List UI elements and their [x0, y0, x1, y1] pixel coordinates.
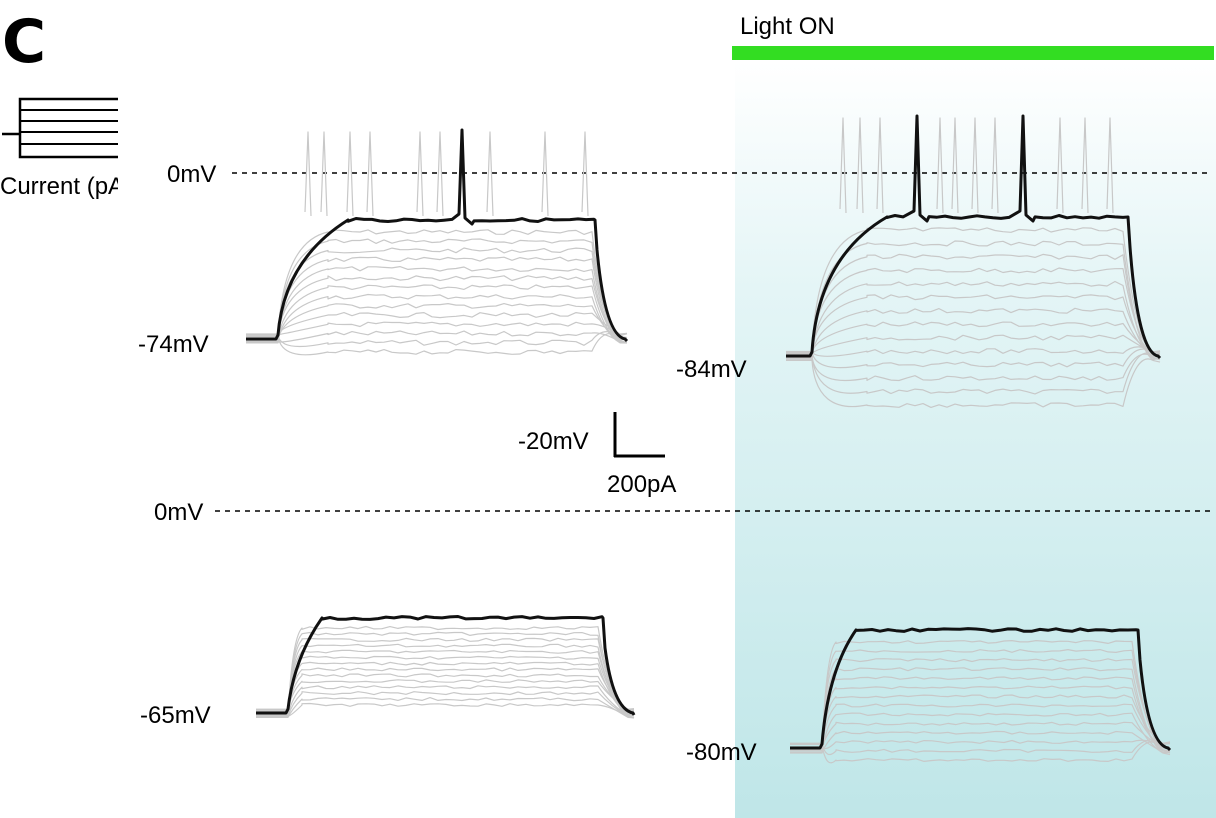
rest-label-top-right: -84mV — [676, 356, 747, 383]
background-trace — [786, 307, 1160, 357]
background-trace — [790, 721, 1171, 749]
background-trace — [786, 227, 1161, 355]
highlighted-trace — [786, 114, 1162, 360]
background-trace — [790, 739, 1171, 750]
background-trace — [790, 649, 1171, 749]
background-trace — [246, 303, 628, 341]
background-trace — [246, 331, 628, 348]
background-spike — [416, 131, 424, 217]
scale-bar: -20mV 200pA — [518, 412, 676, 498]
current-legend-label: Current (pA) — [0, 173, 132, 200]
background-spike — [366, 131, 374, 217]
background-trace — [246, 238, 628, 341]
background-trace — [790, 658, 1171, 745]
background-spike — [1056, 117, 1064, 214]
background-trace — [246, 312, 628, 335]
background-trace — [790, 667, 1171, 754]
background-trace — [786, 353, 1161, 382]
light-on-bar — [732, 46, 1214, 60]
background-trace — [790, 640, 1171, 752]
background-trace — [790, 676, 1171, 752]
background-trace — [246, 293, 628, 344]
background-trace — [790, 740, 1171, 764]
rest-label-top-left: -74mV — [138, 331, 209, 358]
background-trace — [256, 702, 635, 719]
background-spike — [936, 117, 944, 214]
background-spike — [876, 117, 884, 214]
light-on-label: Light ON — [740, 13, 835, 40]
trace-panel-bottom-right — [790, 627, 1172, 764]
background-trace — [246, 321, 628, 336]
background-trace — [786, 346, 1161, 357]
background-trace — [246, 247, 628, 339]
background-spike — [856, 117, 864, 214]
background-trace — [256, 685, 635, 716]
background-trace — [786, 352, 1161, 395]
background-trace — [790, 703, 1171, 748]
background-trace — [256, 667, 635, 711]
background-spike — [581, 131, 589, 217]
background-trace — [786, 294, 1161, 354]
background-trace — [790, 739, 1171, 756]
background-trace — [246, 266, 628, 344]
background-spike — [541, 131, 549, 217]
background-spike — [436, 131, 444, 217]
highlighted-trace — [256, 615, 636, 716]
trace-panel-bottom-left — [256, 615, 636, 719]
background-spike — [971, 117, 979, 214]
rest-label-bottom-right: -80mV — [686, 739, 757, 766]
panel-letter: C — [2, 7, 46, 77]
background-spike — [304, 131, 312, 217]
background-trace — [786, 267, 1161, 353]
background-trace — [256, 637, 635, 716]
current-protocol-legend: Current (pA) — [0, 97, 132, 200]
background-spike — [951, 117, 959, 214]
background-spike — [991, 117, 999, 214]
background-trace — [256, 673, 635, 711]
background-trace — [256, 649, 635, 713]
background-trace — [256, 697, 635, 719]
background-trace — [786, 358, 1161, 408]
background-trace — [786, 253, 1161, 361]
background-spike — [839, 117, 847, 214]
zero-label-bottom: 0mV — [154, 499, 203, 526]
background-spike — [346, 131, 354, 217]
background-spike — [1106, 117, 1114, 214]
background-trace — [256, 625, 635, 717]
scale-bar-voltage-label: -20mV — [518, 428, 589, 455]
highlighted-trace — [246, 128, 629, 343]
background-trace — [790, 712, 1171, 756]
background-trace — [246, 330, 628, 344]
background-trace — [246, 256, 628, 343]
background-trace — [246, 332, 628, 356]
background-trace — [256, 661, 635, 715]
background-trace — [790, 730, 1171, 754]
background-trace — [790, 694, 1171, 744]
background-trace — [256, 679, 635, 710]
trace-panel-top-right — [786, 114, 1162, 408]
background-spike — [486, 131, 494, 217]
background-trace — [246, 275, 628, 339]
background-trace — [786, 348, 1161, 369]
highlighted-trace — [790, 627, 1172, 752]
background-spike — [1081, 117, 1089, 214]
background-trace — [786, 321, 1161, 354]
background-trace — [246, 229, 628, 340]
background-trace — [790, 685, 1171, 754]
background-trace — [786, 334, 1161, 356]
zero-label-top: 0mV — [167, 161, 216, 188]
background-trace — [786, 280, 1161, 360]
background-spike — [320, 131, 328, 217]
background-trace — [256, 643, 635, 716]
background-trace — [256, 691, 635, 719]
light-on-region — [735, 62, 1216, 818]
background-trace — [246, 284, 628, 344]
scale-bar-current-label: 200pA — [607, 471, 676, 498]
trace-panel-top-left — [246, 128, 629, 356]
rest-label-bottom-left: -65mV — [140, 702, 211, 729]
